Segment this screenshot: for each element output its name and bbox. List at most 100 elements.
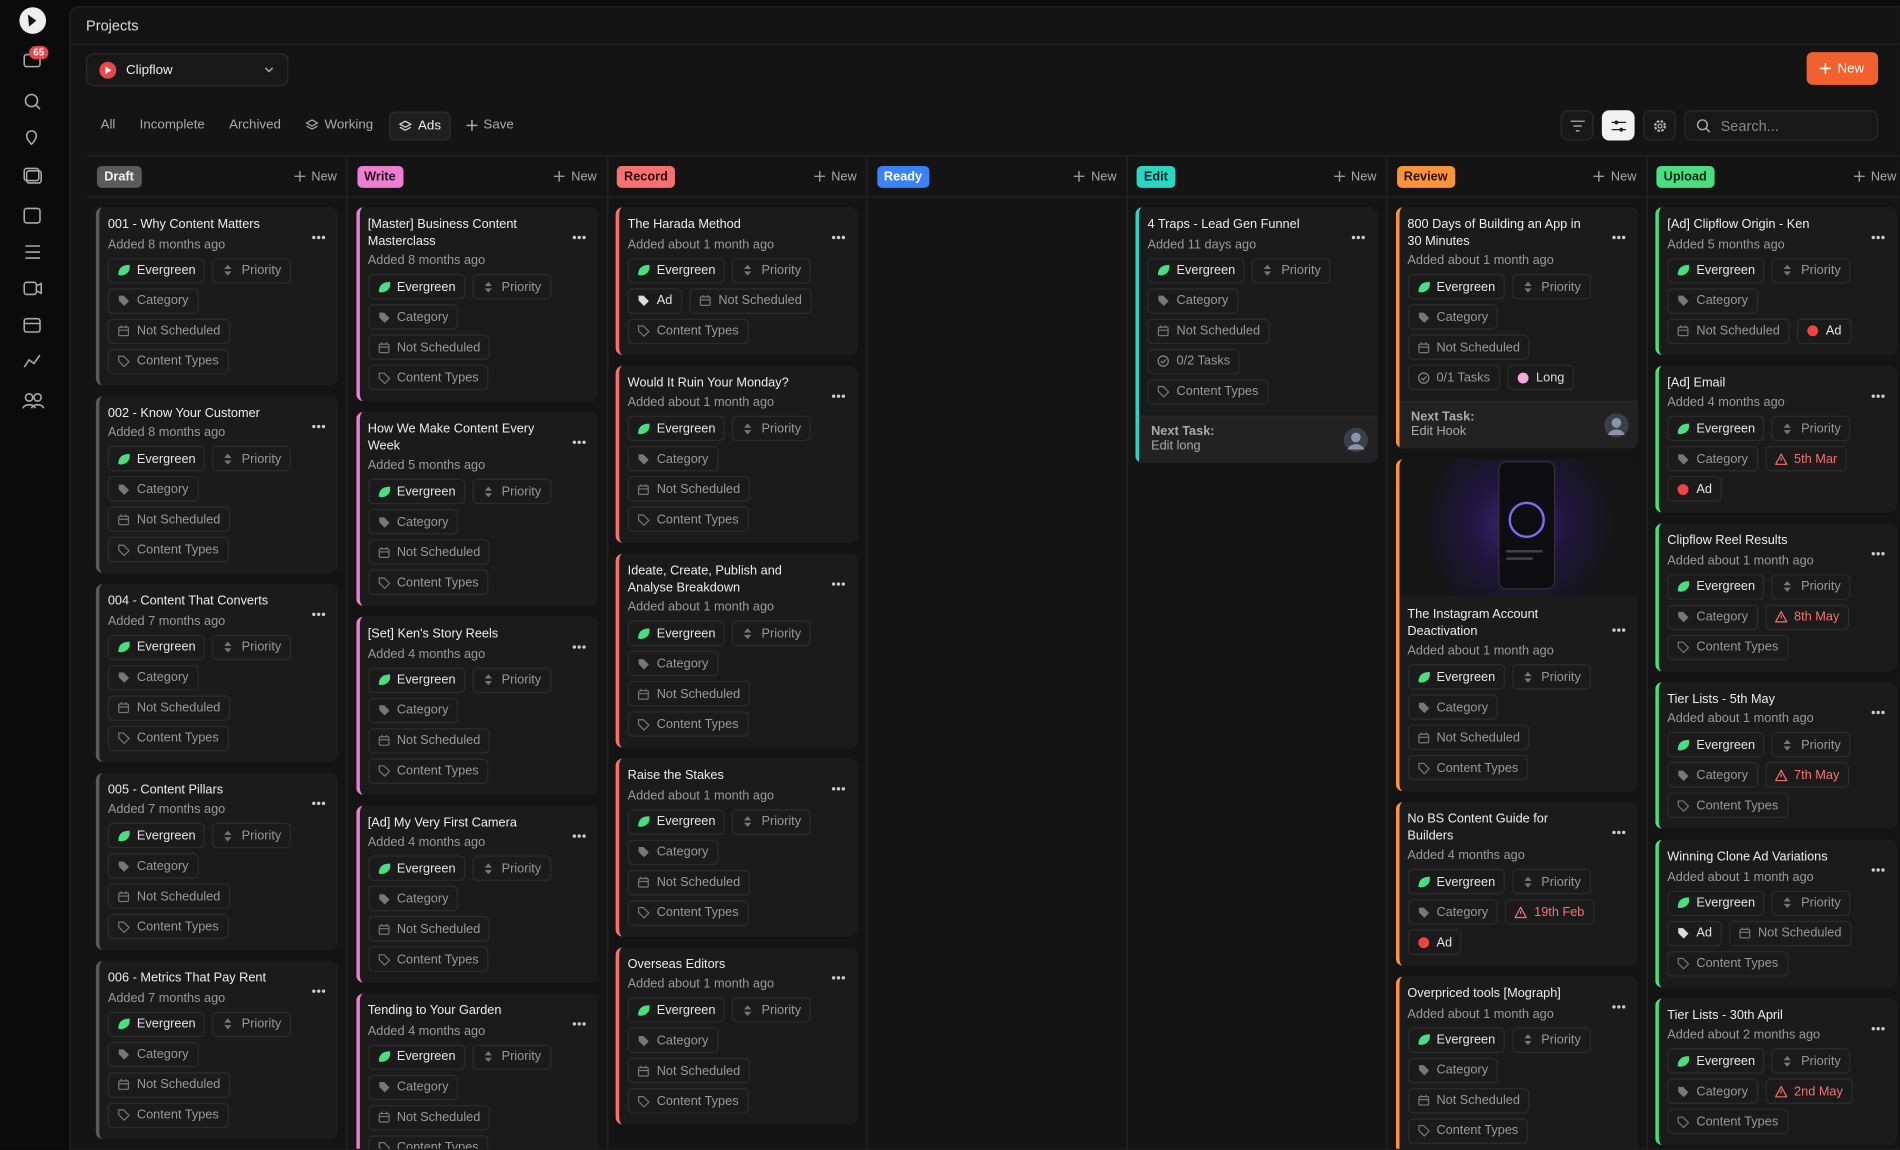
chip[interactable]: Not Scheduled [627,476,750,502]
chip[interactable]: Category [107,853,199,879]
card-menu[interactable] [831,964,846,986]
chip[interactable]: Not Scheduled [1407,334,1530,360]
chip[interactable]: Content Types [627,711,749,737]
chip[interactable]: Priority [212,1011,291,1037]
card[interactable]: Overpriced tools [Mograph] Added about 1 … [1395,976,1638,1149]
chip[interactable]: Not Scheduled [367,1104,491,1130]
chip[interactable]: Evergreen [627,257,726,283]
card-menu[interactable] [831,775,846,797]
chip[interactable]: Priority [472,1043,551,1070]
project-selector[interactable]: Clipflow [86,53,289,87]
chip[interactable]: Not Scheduled [107,318,231,344]
chip[interactable]: Priority [472,478,551,505]
chip[interactable]: Content Types [627,318,749,344]
chip[interactable]: Not Scheduled [367,334,491,360]
card[interactable]: Raise the Stakes Added about 1 month ago E… [615,758,858,937]
chip[interactable]: Evergreen [1407,664,1505,690]
chip[interactable]: Evergreen [1667,415,1765,442]
chip[interactable]: Priority [1772,415,1851,442]
chip[interactable]: Evergreen [1407,1026,1505,1053]
chip[interactable]: Content Types [107,725,229,751]
column-new-button[interactable]: New [814,169,857,184]
chip[interactable]: Content Types [107,1102,229,1128]
chip[interactable]: Not Scheduled [107,1071,231,1098]
chip[interactable]: Not Scheduled [107,506,231,532]
chip[interactable]: Category [107,287,199,314]
chip[interactable]: Priority [732,997,811,1023]
card[interactable]: Overseas Editors Added about 1 month ago E… [615,946,858,1125]
chip[interactable]: Category [107,476,199,502]
card-menu[interactable] [831,382,846,404]
chip[interactable]: Priority [212,822,291,849]
chip[interactable]: Not Scheduled [107,883,231,909]
card[interactable]: 004 - Content That Converts Added 7 month… [95,584,339,762]
display-button[interactable] [1601,110,1635,141]
chip[interactable]: Not Scheduled [367,539,491,565]
chip[interactable]: Not Scheduled [1407,1087,1530,1113]
chip[interactable]: Content Types [1667,1108,1788,1135]
chip[interactable]: Priority [1772,1048,1851,1074]
chip[interactable]: Category [367,697,459,723]
column-new-button[interactable]: New [1593,169,1636,184]
chip[interactable]: Ad [627,287,682,314]
chip[interactable]: Evergreen [627,997,726,1023]
chip[interactable]: Evergreen [1667,889,1765,916]
card[interactable]: 4 Traps - Lead Gen Funnel Added 11 days a… [1135,207,1378,463]
column-new-button[interactable]: New [294,169,337,184]
card-menu[interactable] [1871,540,1886,562]
chip[interactable]: Evergreen [1667,573,1765,600]
chip[interactable]: Ad [1667,920,1722,946]
card[interactable]: The Instagram Account Deactivation Added … [1395,459,1638,792]
chip[interactable]: Content Types [1667,634,1788,660]
chip[interactable]: Evergreen [1147,257,1245,283]
chip[interactable]: Content Types [107,913,229,940]
card-menu[interactable] [571,1011,586,1033]
chip[interactable]: Evergreen [107,822,206,849]
chip[interactable]: Category [1667,1078,1758,1104]
chip[interactable]: Content Types [1667,950,1788,977]
card[interactable]: Tier Lists - 30th April Added about 2 mon… [1655,997,1898,1146]
card-menu[interactable] [1871,857,1886,879]
chip[interactable]: Priority [472,273,551,300]
chip[interactable]: Category [107,664,199,691]
card[interactable]: Ideate, Create, Publish and Analyse Brea… [615,553,858,748]
card[interactable]: How We Make Content Every Week Added 5 mo… [355,411,598,606]
tab[interactable]: Working [297,111,382,138]
chip[interactable]: Category [1667,604,1758,630]
tab[interactable]: Archived [221,111,290,138]
chip[interactable]: Category [1407,899,1498,925]
chip[interactable]: Priority [1772,257,1851,283]
card-menu[interactable] [311,789,326,811]
card-menu[interactable] [571,634,586,656]
chip[interactable]: Ad [1667,476,1722,502]
chip[interactable]: Not Scheduled [1728,920,1852,946]
chip[interactable]: Priority [732,257,811,283]
card[interactable]: 005 - Content Pillars Added 7 months ago E… [95,772,339,950]
chip[interactable]: Category [367,304,459,330]
chip[interactable]: Content Types [627,899,749,926]
chip[interactable]: Content Types [1147,378,1269,405]
chip[interactable]: Evergreen [367,855,466,881]
column-new-button[interactable]: New [1334,169,1376,184]
chip[interactable]: Evergreen [1667,1048,1765,1074]
card-menu[interactable] [311,413,326,435]
chip[interactable]: 2nd May [1764,1078,1853,1104]
chip[interactable]: Not Scheduled [627,680,750,707]
new-project-button[interactable]: New [1806,52,1879,85]
chip[interactable]: Evergreen [1667,257,1765,283]
card[interactable]: [Ad] Clipflow Origin - Ken Added 5 months… [1655,207,1898,355]
card-menu[interactable] [1871,699,1886,721]
card-menu[interactable] [1611,819,1626,841]
chip[interactable]: Category [1147,287,1238,314]
chip[interactable]: Evergreen [367,667,466,693]
chip[interactable]: Content Types [367,946,489,972]
chip[interactable]: Ad [1407,929,1462,955]
card[interactable]: [Set] Ken's Story Reels Added 4 months ag… [355,616,598,795]
chip[interactable]: Evergreen [627,808,726,835]
chip[interactable]: Content Types [1407,1117,1528,1144]
card-menu[interactable] [1871,1015,1886,1037]
card[interactable]: 002 - Know Your Customer Added 8 months a… [95,395,339,574]
card-menu[interactable] [1871,224,1886,246]
card[interactable]: 800 Days of Building an App in 30 Minute… [1395,207,1638,449]
card[interactable]: Tier Lists - 5th May Added about 1 month … [1655,681,1898,829]
